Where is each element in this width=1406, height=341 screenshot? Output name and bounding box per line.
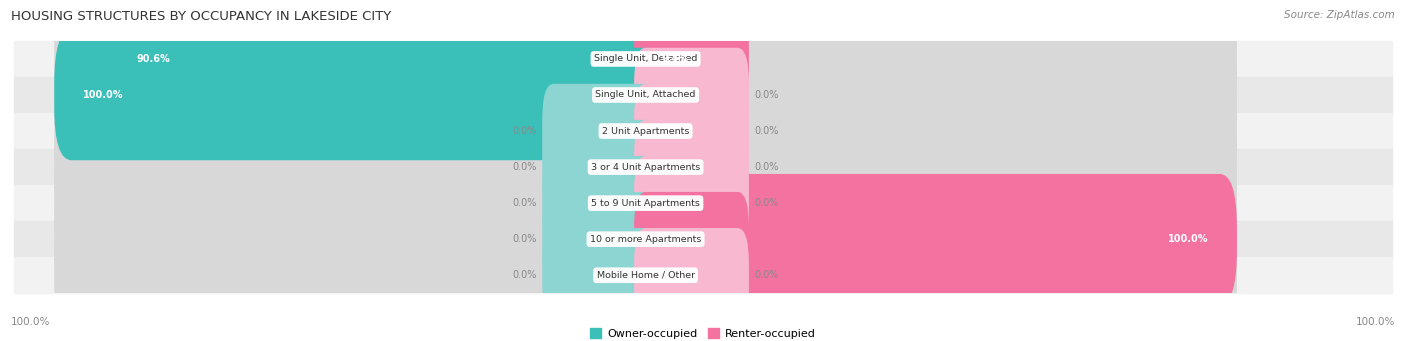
FancyBboxPatch shape [634,156,749,250]
Bar [14,149,1392,185]
Bar [14,41,1392,77]
Text: Source: ZipAtlas.com: Source: ZipAtlas.com [1284,10,1395,20]
Bar [14,257,1392,293]
FancyBboxPatch shape [543,192,657,286]
Text: 0.0%: 0.0% [755,90,779,100]
FancyBboxPatch shape [634,192,749,286]
FancyBboxPatch shape [55,30,662,160]
Text: 90.6%: 90.6% [136,54,170,64]
FancyBboxPatch shape [543,84,657,178]
FancyBboxPatch shape [634,48,749,142]
FancyBboxPatch shape [634,12,749,106]
FancyBboxPatch shape [543,48,657,142]
FancyBboxPatch shape [55,138,662,268]
FancyBboxPatch shape [628,174,1237,305]
Bar [14,185,1392,221]
FancyBboxPatch shape [634,228,749,323]
Text: 10 or more Apartments: 10 or more Apartments [591,235,702,244]
Text: 0.0%: 0.0% [755,126,779,136]
Text: 0.0%: 0.0% [755,162,779,172]
Text: 100.0%: 100.0% [1355,317,1395,327]
FancyBboxPatch shape [55,102,662,232]
FancyBboxPatch shape [55,174,662,305]
FancyBboxPatch shape [55,66,662,196]
FancyBboxPatch shape [628,0,717,124]
Text: 100.0%: 100.0% [1168,234,1208,244]
Text: 0.0%: 0.0% [755,270,779,280]
FancyBboxPatch shape [55,210,662,340]
FancyBboxPatch shape [634,84,749,178]
Text: 0.0%: 0.0% [755,198,779,208]
Text: HOUSING STRUCTURES BY OCCUPANCY IN LAKESIDE CITY: HOUSING STRUCTURES BY OCCUPANCY IN LAKES… [11,10,391,23]
Bar [14,77,1392,113]
Text: 0.0%: 0.0% [512,198,537,208]
FancyBboxPatch shape [628,30,1237,160]
FancyBboxPatch shape [543,12,657,106]
Text: 9.4%: 9.4% [661,54,688,64]
Text: 0.0%: 0.0% [512,126,537,136]
FancyBboxPatch shape [628,210,1237,340]
FancyBboxPatch shape [628,0,1237,124]
FancyBboxPatch shape [55,30,662,160]
FancyBboxPatch shape [108,0,662,124]
FancyBboxPatch shape [628,102,1237,232]
FancyBboxPatch shape [628,174,1237,305]
Text: 100.0%: 100.0% [11,317,51,327]
Text: 0.0%: 0.0% [512,234,537,244]
Text: Single Unit, Attached: Single Unit, Attached [595,90,696,100]
Bar [14,113,1392,149]
FancyBboxPatch shape [543,228,657,323]
FancyBboxPatch shape [55,0,662,124]
FancyBboxPatch shape [543,156,657,250]
Text: 0.0%: 0.0% [512,162,537,172]
Text: 0.0%: 0.0% [512,270,537,280]
Text: 2 Unit Apartments: 2 Unit Apartments [602,127,689,135]
Text: Single Unit, Detached: Single Unit, Detached [593,55,697,63]
Text: 5 to 9 Unit Apartments: 5 to 9 Unit Apartments [591,199,700,208]
Text: Mobile Home / Other: Mobile Home / Other [596,271,695,280]
Legend: Owner-occupied, Renter-occupied: Owner-occupied, Renter-occupied [586,324,820,341]
FancyBboxPatch shape [628,66,1237,196]
FancyBboxPatch shape [543,120,657,214]
Bar [14,221,1392,257]
FancyBboxPatch shape [634,120,749,214]
Text: 100.0%: 100.0% [83,90,124,100]
FancyBboxPatch shape [628,138,1237,268]
Text: 3 or 4 Unit Apartments: 3 or 4 Unit Apartments [591,163,700,172]
